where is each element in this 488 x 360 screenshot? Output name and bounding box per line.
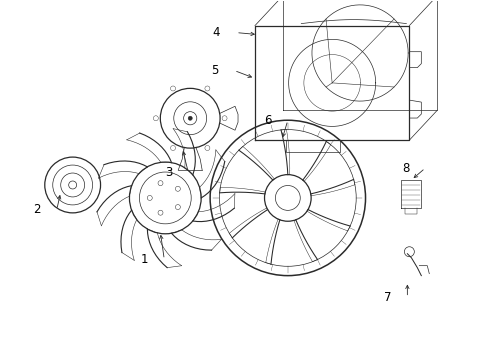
Text: 5: 5: [210, 64, 218, 77]
Text: 4: 4: [212, 26, 220, 39]
Text: 7: 7: [383, 291, 390, 304]
Circle shape: [188, 116, 192, 120]
Text: 1: 1: [141, 253, 148, 266]
Text: 3: 3: [164, 166, 172, 179]
Text: 2: 2: [33, 203, 41, 216]
Text: 8: 8: [401, 162, 408, 175]
Text: 6: 6: [264, 114, 271, 127]
